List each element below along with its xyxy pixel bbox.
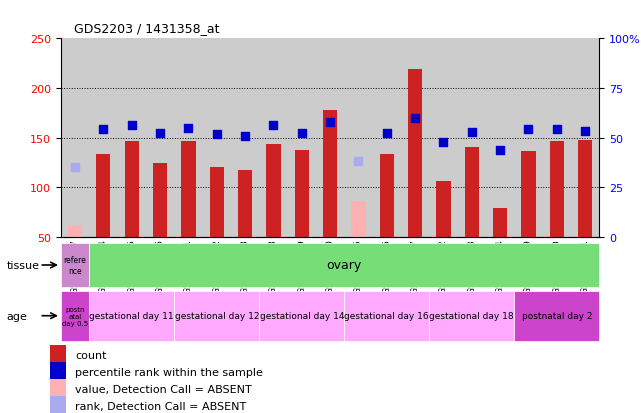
Bar	[210, 168, 224, 237]
Point	[183, 125, 194, 132]
Text: ovary: ovary	[327, 259, 362, 272]
Point	[495, 147, 505, 154]
Bar	[351, 202, 365, 237]
Bar	[50, 362, 66, 382]
Text: rank, Detection Call = ABSENT: rank, Detection Call = ABSENT	[75, 401, 246, 411]
Bar	[89, 291, 174, 341]
Bar	[379, 154, 394, 237]
Point	[269, 122, 279, 129]
Bar	[437, 182, 451, 237]
Point	[381, 130, 392, 137]
Bar	[429, 291, 514, 341]
Bar	[521, 151, 536, 237]
Text: postn
atal
day 0.5: postn atal day 0.5	[62, 306, 88, 326]
Text: gestational day 16: gestational day 16	[344, 311, 429, 320]
Bar	[344, 291, 429, 341]
Bar	[50, 379, 66, 399]
Text: gestational day 18: gestational day 18	[429, 311, 514, 320]
Text: count: count	[75, 350, 106, 360]
Point	[467, 129, 477, 136]
Bar	[96, 154, 110, 237]
Bar	[493, 209, 507, 237]
Bar	[68, 225, 82, 237]
Bar	[323, 111, 337, 237]
Point	[240, 133, 250, 140]
Bar	[267, 144, 281, 237]
Bar	[174, 291, 259, 341]
Bar	[408, 70, 422, 237]
Bar	[578, 140, 592, 237]
Bar	[514, 291, 599, 341]
Bar	[124, 141, 139, 237]
Point	[325, 119, 335, 126]
Bar	[61, 244, 89, 287]
Point	[297, 130, 307, 137]
Text: GDS2203 / 1431358_at: GDS2203 / 1431358_at	[74, 22, 219, 35]
Point	[127, 122, 137, 129]
Text: gestational day 12: gestational day 12	[174, 311, 259, 320]
Point	[155, 130, 165, 137]
Text: tissue: tissue	[6, 260, 39, 271]
Text: gestational day 11: gestational day 11	[90, 311, 174, 320]
Point	[98, 126, 108, 133]
Text: gestational day 14: gestational day 14	[260, 311, 344, 320]
Point	[410, 115, 420, 122]
Bar	[50, 396, 66, 413]
Point	[580, 128, 590, 135]
Text: refere
nce: refere nce	[63, 256, 87, 275]
Text: postnatal day 2: postnatal day 2	[522, 311, 592, 320]
Text: value, Detection Call = ABSENT: value, Detection Call = ABSENT	[75, 384, 252, 394]
Bar	[181, 141, 196, 237]
Text: percentile rank within the sample: percentile rank within the sample	[75, 367, 263, 377]
Bar	[238, 171, 252, 237]
Bar	[50, 345, 66, 366]
Bar	[259, 291, 344, 341]
Text: age: age	[6, 311, 28, 321]
Point	[353, 158, 363, 164]
Bar	[550, 141, 564, 237]
Point	[212, 131, 222, 138]
Bar	[61, 291, 89, 341]
Point	[523, 126, 533, 133]
Point	[552, 126, 562, 133]
Bar	[153, 163, 167, 237]
Point	[438, 139, 449, 146]
Point	[70, 164, 80, 171]
Bar	[465, 147, 479, 237]
Bar	[295, 150, 309, 237]
